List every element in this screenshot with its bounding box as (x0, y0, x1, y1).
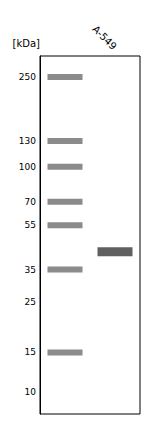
svg-text:100: 100 (19, 162, 36, 172)
svg-text:[kDa]: [kDa] (13, 38, 41, 49)
svg-text:130: 130 (19, 136, 36, 146)
svg-text:25: 25 (25, 297, 36, 307)
svg-text:A-549: A-549 (90, 23, 118, 51)
svg-text:55: 55 (25, 220, 36, 230)
svg-text:10: 10 (25, 387, 37, 397)
svg-text:15: 15 (25, 347, 36, 357)
svg-text:250: 250 (19, 72, 36, 82)
svg-text:70: 70 (25, 197, 37, 207)
svg-text:35: 35 (25, 265, 36, 275)
